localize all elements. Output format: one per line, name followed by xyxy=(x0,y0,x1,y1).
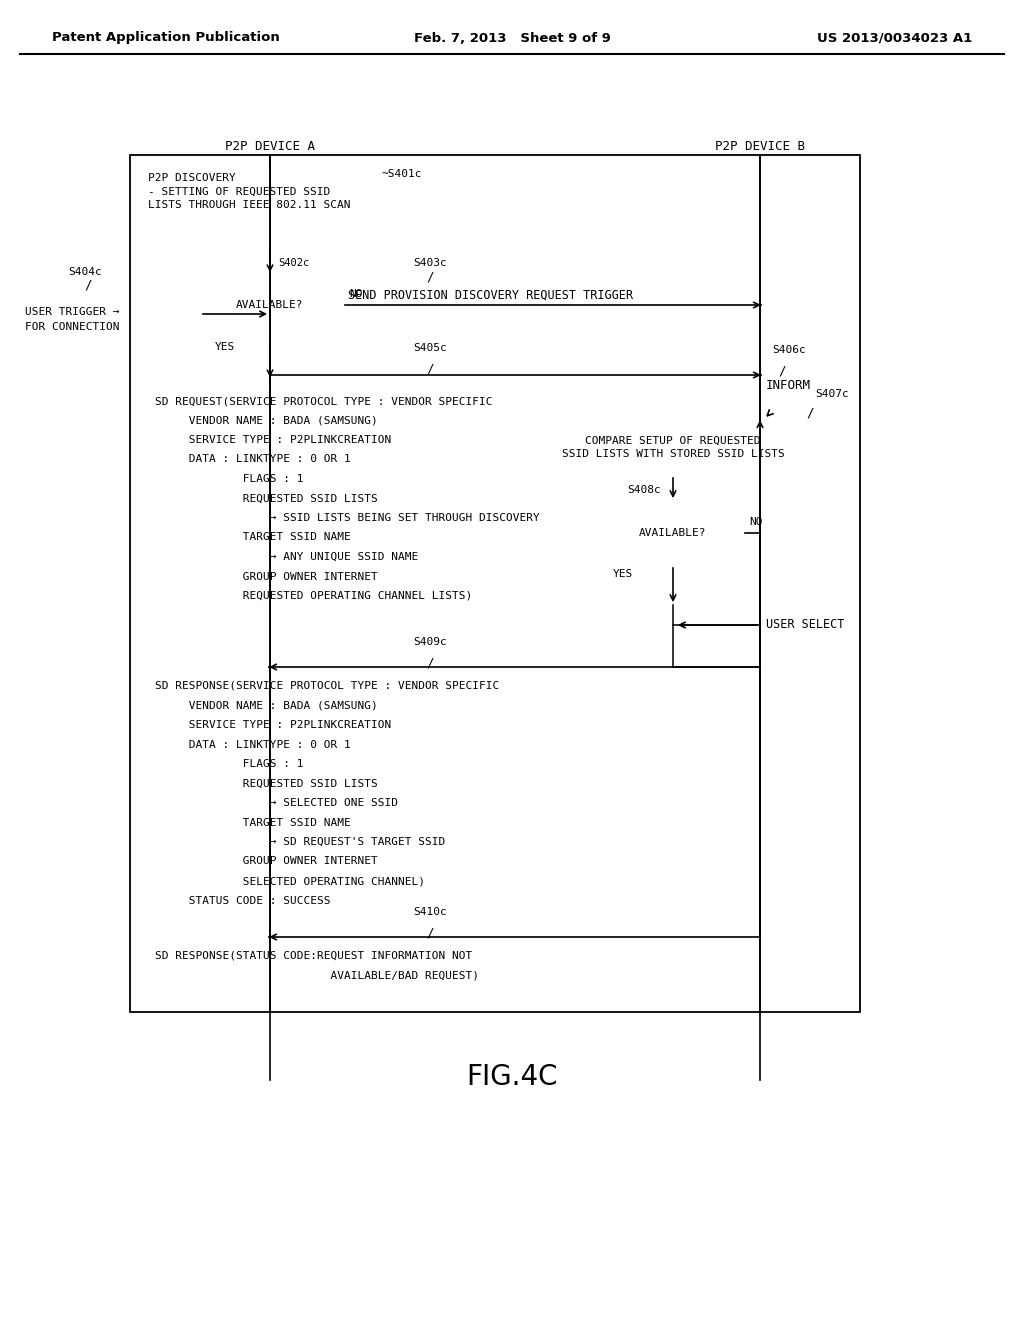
Polygon shape xyxy=(601,502,745,565)
Text: AVAILABLE?: AVAILABLE? xyxy=(237,300,304,310)
Polygon shape xyxy=(195,272,345,338)
Text: S404c: S404c xyxy=(68,267,101,277)
Text: S410c: S410c xyxy=(413,907,446,917)
Text: /: / xyxy=(806,407,814,420)
Text: NO: NO xyxy=(349,289,362,300)
Text: S406c: S406c xyxy=(772,345,806,355)
Text: FIG.4C: FIG.4C xyxy=(466,1063,558,1092)
Text: → SD REQUEST'S TARGET SSID: → SD REQUEST'S TARGET SSID xyxy=(155,837,445,847)
Text: NO: NO xyxy=(749,517,763,527)
Text: VENDOR NAME : BADA (SAMSUNG): VENDOR NAME : BADA (SAMSUNG) xyxy=(155,701,378,710)
Text: S408c: S408c xyxy=(628,484,662,495)
Text: /: / xyxy=(778,366,785,378)
Text: REQUESTED SSID LISTS: REQUESTED SSID LISTS xyxy=(155,779,378,788)
Text: FLAGS : 1: FLAGS : 1 xyxy=(155,474,303,484)
Text: GROUP OWNER INTERNET: GROUP OWNER INTERNET xyxy=(155,857,378,866)
Text: SERVICE TYPE : P2PLINKCREATION: SERVICE TYPE : P2PLINKCREATION xyxy=(155,436,391,445)
Text: /: / xyxy=(426,657,434,671)
Text: USER TRIGGER →: USER TRIGGER → xyxy=(25,308,120,317)
Text: REQUESTED SSID LISTS: REQUESTED SSID LISTS xyxy=(155,494,378,503)
Text: SD REQUEST(SERVICE PROTOCOL TYPE : VENDOR SPECIFIC: SD REQUEST(SERVICE PROTOCOL TYPE : VENDO… xyxy=(155,396,493,407)
Text: VENDOR NAME : BADA (SAMSUNG): VENDOR NAME : BADA (SAMSUNG) xyxy=(155,416,378,425)
Text: /: / xyxy=(84,279,92,292)
Text: → ANY UNIQUE SSID NAME: → ANY UNIQUE SSID NAME xyxy=(155,552,418,562)
Text: /: / xyxy=(426,927,434,940)
Text: S409c: S409c xyxy=(413,638,446,647)
Bar xyxy=(140,165,375,247)
Text: AVAILABLE?: AVAILABLE? xyxy=(639,528,707,539)
Text: INFORM: INFORM xyxy=(766,379,811,392)
Text: S405c: S405c xyxy=(413,343,446,352)
Text: P2P DEVICE A: P2P DEVICE A xyxy=(225,140,315,153)
Text: → SSID LISTS BEING SET THROUGH DISCOVERY: → SSID LISTS BEING SET THROUGH DISCOVERY xyxy=(155,513,540,523)
Text: US 2013/0034023 A1: US 2013/0034023 A1 xyxy=(817,32,972,45)
Text: COMPARE SETUP OF REQUESTED
SSID LISTS WITH STORED SSID LISTS: COMPARE SETUP OF REQUESTED SSID LISTS WI… xyxy=(561,436,784,459)
Text: FOR CONNECTION: FOR CONNECTION xyxy=(25,322,120,333)
Text: → SELECTED ONE SSID: → SELECTED ONE SSID xyxy=(155,799,398,808)
Text: REQUESTED OPERATING CHANNEL LISTS): REQUESTED OPERATING CHANNEL LISTS) xyxy=(155,591,472,601)
Text: GROUP OWNER INTERNET: GROUP OWNER INTERNET xyxy=(155,572,378,582)
Text: Feb. 7, 2013   Sheet 9 of 9: Feb. 7, 2013 Sheet 9 of 9 xyxy=(414,32,610,45)
Text: S402c: S402c xyxy=(278,257,309,268)
Text: AVAILABLE/BAD REQUEST): AVAILABLE/BAD REQUEST) xyxy=(155,970,479,981)
Text: Patent Application Publication: Patent Application Publication xyxy=(52,32,280,45)
Text: P2P DEVICE B: P2P DEVICE B xyxy=(715,140,805,153)
Bar xyxy=(130,154,860,1012)
Text: S403c: S403c xyxy=(413,257,446,268)
Text: S407c: S407c xyxy=(815,389,849,399)
Text: YES: YES xyxy=(215,342,236,352)
Text: P2P DISCOVERY
- SETTING OF REQUESTED SSID
LISTS THROUGH IEEE 802.11 SCAN: P2P DISCOVERY - SETTING OF REQUESTED SSI… xyxy=(148,173,350,210)
Text: ~S401c: ~S401c xyxy=(381,169,422,180)
Text: DATA : LINKTYPE : 0 OR 1: DATA : LINKTYPE : 0 OR 1 xyxy=(155,454,351,465)
Bar xyxy=(558,420,788,475)
Text: TARGET SSID NAME: TARGET SSID NAME xyxy=(155,817,351,828)
Text: SELECTED OPERATING CHANNEL): SELECTED OPERATING CHANNEL) xyxy=(155,876,425,886)
Text: USER SELECT: USER SELECT xyxy=(766,619,845,631)
Text: SD RESPONSE(STATUS CODE:REQUEST INFORMATION NOT: SD RESPONSE(STATUS CODE:REQUEST INFORMAT… xyxy=(155,950,472,961)
Text: FLAGS : 1: FLAGS : 1 xyxy=(155,759,303,770)
Text: DATA : LINKTYPE : 0 OR 1: DATA : LINKTYPE : 0 OR 1 xyxy=(155,739,351,750)
Text: STATUS CODE : SUCCESS: STATUS CODE : SUCCESS xyxy=(155,895,331,906)
Text: SEND PROVISION DISCOVERY REQUEST TRIGGER: SEND PROVISION DISCOVERY REQUEST TRIGGER xyxy=(348,289,633,301)
Text: /: / xyxy=(426,363,434,376)
Text: /: / xyxy=(426,271,434,282)
Text: TARGET SSID NAME: TARGET SSID NAME xyxy=(155,532,351,543)
Text: YES: YES xyxy=(613,569,633,579)
Text: SERVICE TYPE : P2PLINKCREATION: SERVICE TYPE : P2PLINKCREATION xyxy=(155,719,391,730)
Text: SD RESPONSE(SERVICE PROTOCOL TYPE : VENDOR SPECIFIC: SD RESPONSE(SERVICE PROTOCOL TYPE : VEND… xyxy=(155,681,500,690)
